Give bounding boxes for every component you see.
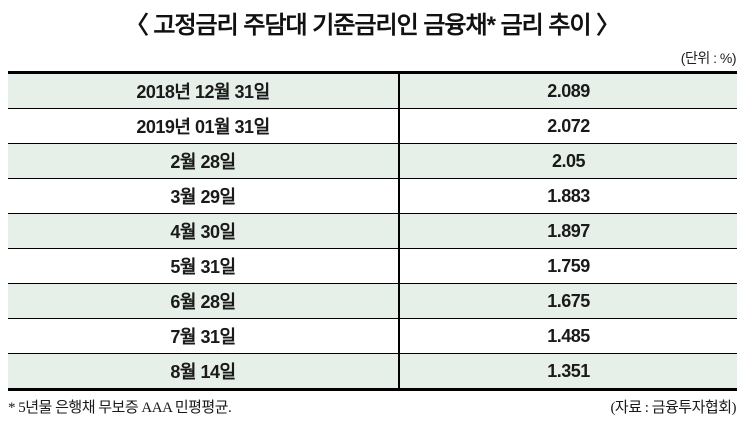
table-row: 5월 31일 1.759: [8, 248, 737, 284]
footnote: * 5년물 은행채 무보증 AAA 민평평균.: [8, 400, 232, 416]
date-cell: 6월 28일: [8, 283, 400, 319]
table-row: 2019년 01월 31일 2.072: [8, 108, 737, 144]
date-cell: 5월 31일: [8, 248, 400, 284]
table-row: 2월 28일 2.05: [8, 143, 737, 179]
date-cell: 4월 30일: [8, 213, 400, 249]
rate-table-body: 2018년 12월 31일 2.089 2019년 01월 31일 2.072 2월 2…: [8, 72, 737, 390]
rate-cell: 1.759: [547, 255, 590, 276]
table-row: 7월 31일 1.485: [8, 318, 737, 354]
rate-cell: 1.675: [547, 290, 590, 311]
table-row: 6월 28일 1.675: [8, 283, 737, 319]
rate-table: 2018년 12월 31일 2.089 2019년 01월 31일 2.072 2월 2…: [8, 71, 737, 391]
table-row: 4월 30일 1.897: [8, 213, 737, 249]
rate-cell: 2.072: [547, 115, 590, 136]
rate-cell: 1.897: [547, 220, 590, 241]
table-footer: * 5년물 은행채 무보증 AAA 민평평균. (자료 : 금융투자협회): [8, 396, 736, 417]
page-title: 〈 고정금리 주담대 기준금리인 금융채* 금리 추이 〉: [124, 12, 621, 39]
date-cell: 8월 14일: [8, 353, 400, 390]
date-cell: 7월 31일: [8, 318, 400, 354]
table-row: 2018년 12월 31일 2.089: [8, 72, 737, 109]
source-label: (자료 : 금융투자협회): [610, 400, 736, 416]
date-cell: 2월 28일: [8, 143, 400, 179]
rate-cell: 2.05: [551, 150, 586, 171]
unit-label: (단위 : %): [680, 50, 737, 66]
date-cell: 3월 29일: [8, 178, 400, 214]
date-cell: 2019년 01월 31일: [8, 108, 400, 144]
table-row: 8월 14일 1.351: [8, 353, 737, 390]
table-row: 3월 29일 1.883: [8, 178, 737, 214]
rate-cell: 2.089: [547, 80, 590, 101]
rate-cell: 1.883: [547, 185, 590, 206]
rate-cell: 1.351: [547, 360, 590, 381]
rate-cell: 1.485: [547, 325, 590, 346]
date-cell: 2018년 12월 31일: [8, 72, 400, 109]
